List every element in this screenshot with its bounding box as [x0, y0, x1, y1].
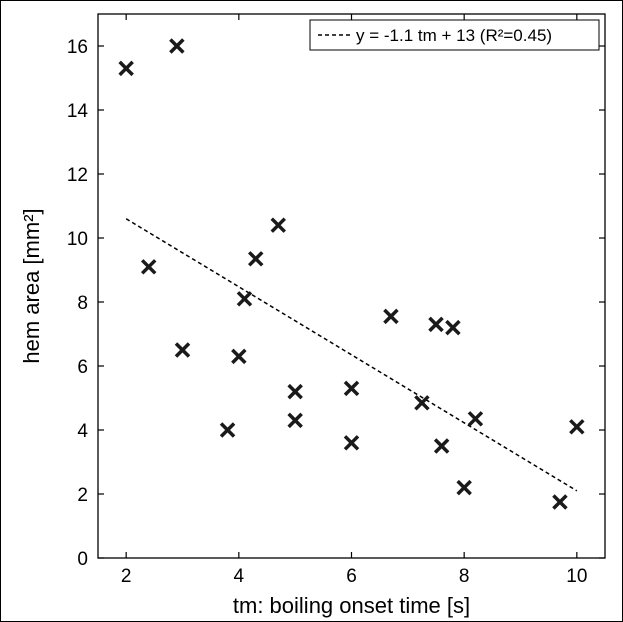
x-tick-label: 8 [459, 566, 470, 587]
fit-line-layer [125, 218, 578, 492]
data-point-x-marker [219, 422, 236, 438]
data-point-x-marker [428, 316, 444, 333]
y-tick-label: 0 [77, 549, 88, 570]
data-point-x-marker [247, 251, 264, 267]
data-point-x-marker [231, 348, 247, 365]
data-point-x-marker [169, 38, 185, 54]
data-point-x-marker [270, 217, 287, 233]
data-point-x-marker [414, 395, 430, 411]
data-point-x-marker [174, 342, 191, 358]
data-point-x-marker [287, 412, 303, 429]
y-tick-label: 10 [67, 229, 88, 250]
data-point-x-marker [456, 479, 472, 496]
x-axis-ticks: 2 4 6 8 10 [121, 14, 587, 587]
legend-box [309, 19, 600, 51]
y-tick-label: 2 [77, 485, 88, 506]
y-tick-label: 12 [67, 165, 88, 186]
data-point-x-marker [433, 438, 450, 454]
x-tick-label: 2 [121, 566, 132, 587]
plot-area [98, 14, 605, 558]
data-point-x-marker [552, 494, 568, 510]
y-tick-label: 14 [67, 101, 89, 122]
data-point-x-marker [140, 259, 157, 275]
y-axis-title: hem area [mm²] [19, 208, 44, 363]
y-tick-label: 6 [77, 357, 88, 378]
x-axis-title: tm: boiling onset time [s] [233, 593, 470, 618]
data-point-x-marker [445, 319, 461, 336]
legend-label: y = -1.1 tm + 13 (R²=0.45) [356, 26, 552, 45]
legend: y = -1.1 tm + 13 (R²=0.45) [309, 19, 600, 51]
data-point-x-marker [569, 419, 585, 435]
data-point-x-marker [118, 60, 134, 77]
data-point-x-marker [236, 291, 253, 307]
x-tick-label: 4 [234, 566, 245, 587]
data-point-x-marker [343, 380, 360, 397]
y-tick-label: 16 [67, 37, 88, 58]
regression-fit-line [125, 218, 578, 492]
data-points [118, 38, 585, 510]
y-tick-label: 8 [77, 293, 88, 314]
y-axis-ticks: 0 2 4 6 8 10 12 14 16 [67, 37, 605, 570]
data-point-x-marker [343, 435, 360, 451]
data-point-x-marker [287, 383, 303, 400]
x-tick-label: 10 [566, 566, 587, 587]
data-point-x-marker [467, 411, 484, 427]
data-point-x-marker [383, 308, 399, 325]
plot-border [97, 13, 606, 559]
y-tick-label: 4 [77, 421, 88, 442]
x-tick-label: 6 [346, 566, 357, 587]
